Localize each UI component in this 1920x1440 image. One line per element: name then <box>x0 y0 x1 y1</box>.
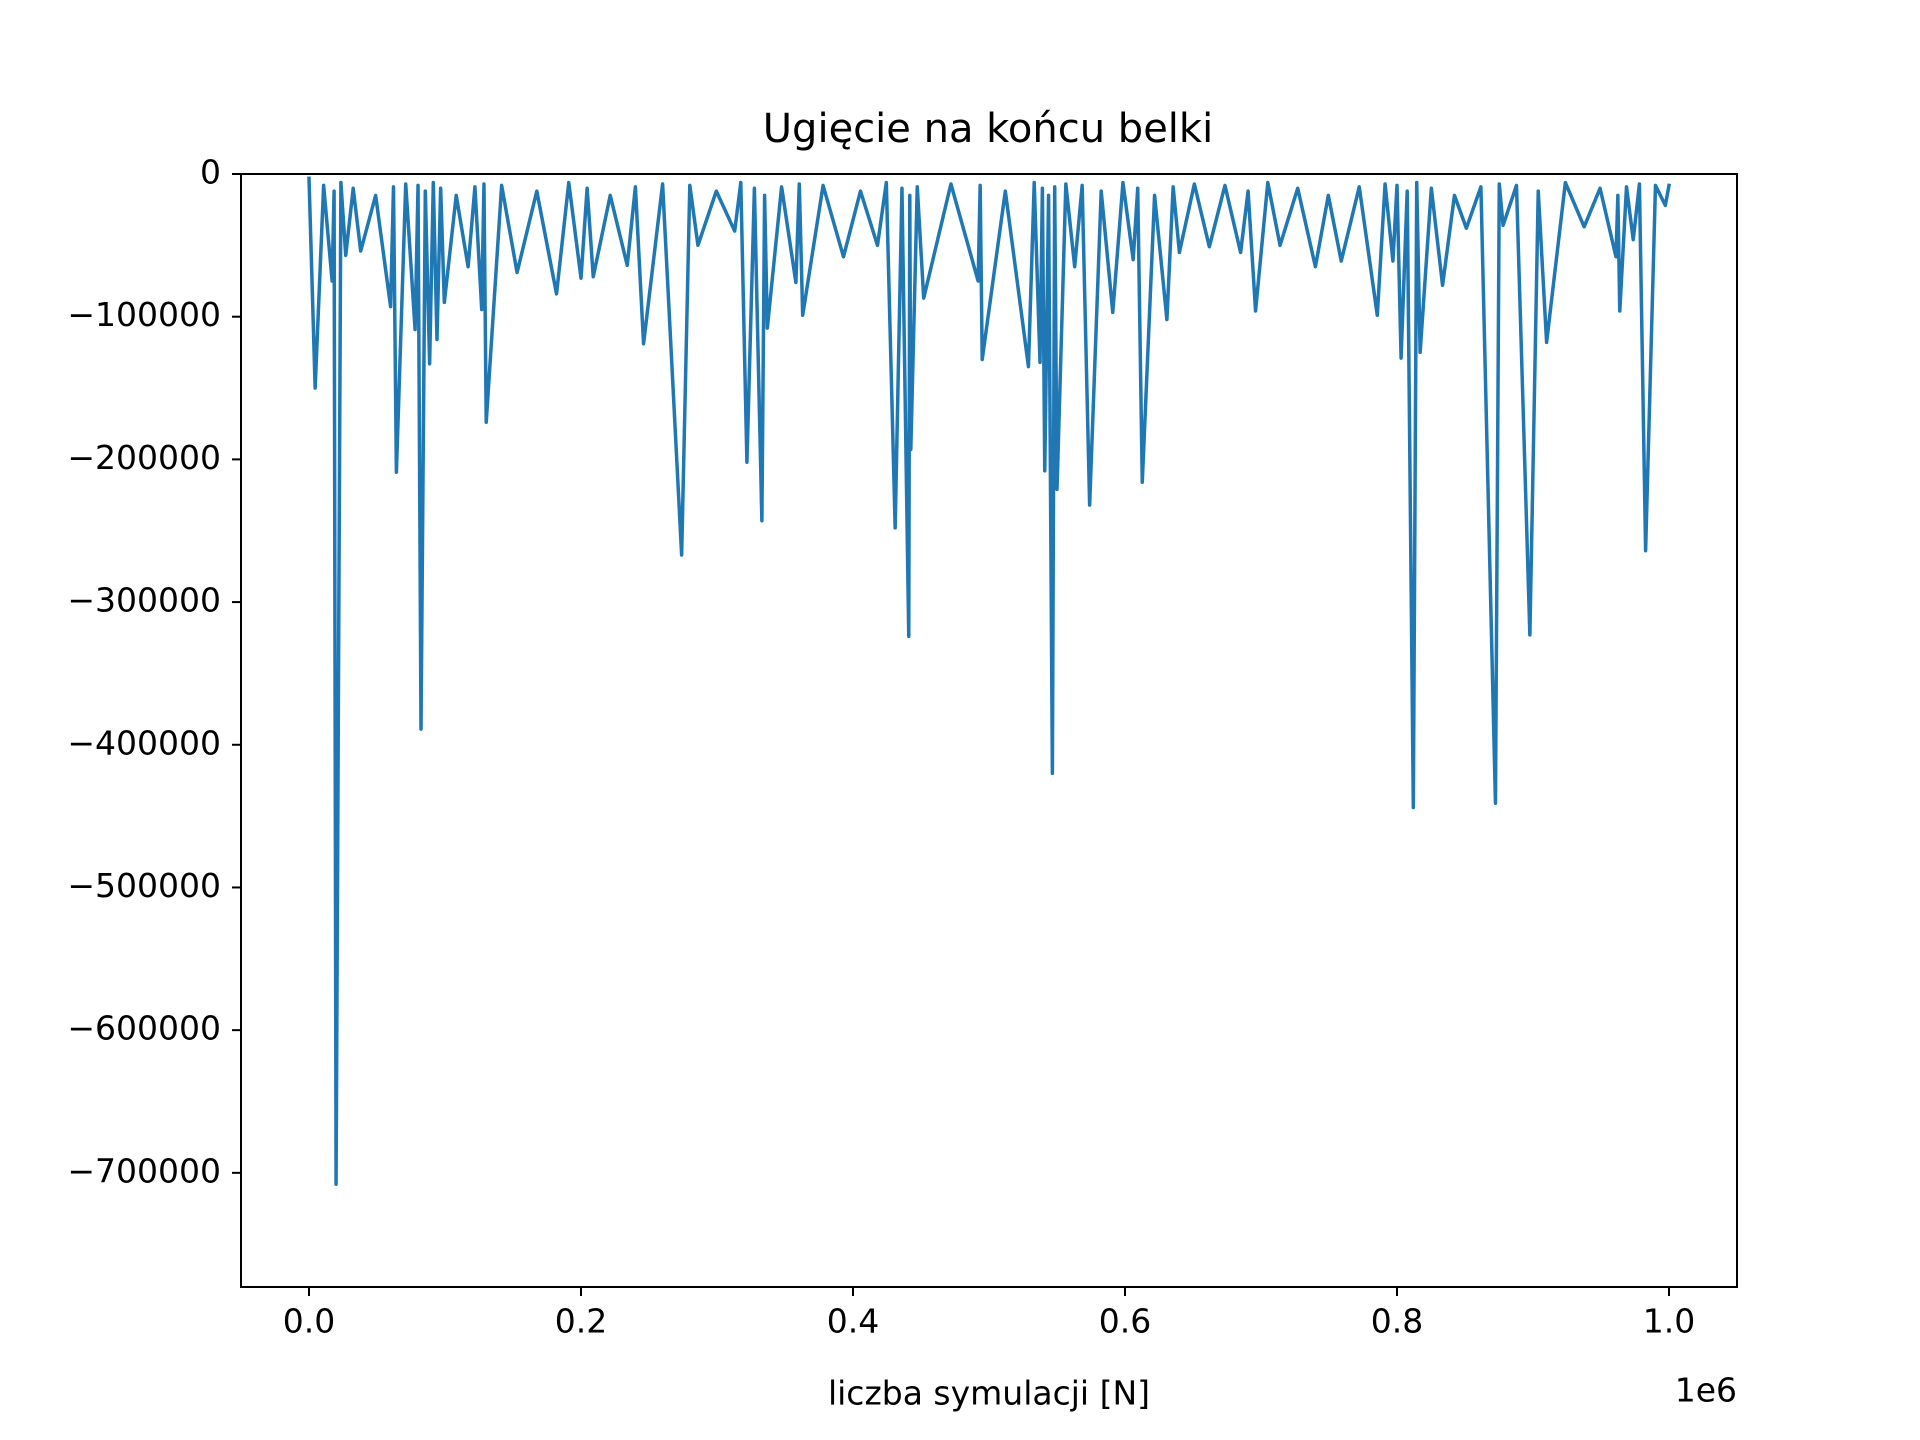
x-tick-label: 1.0 <box>1643 1302 1695 1341</box>
y-tick-label: −100000 <box>67 295 221 334</box>
x-axis-label: liczba symulacji [N] <box>828 1374 1150 1413</box>
x-tick-label: 0.0 <box>283 1302 335 1341</box>
y-tick-label: −300000 <box>67 581 221 620</box>
y-tick-label: −400000 <box>67 723 221 762</box>
data-line <box>307 176 1672 1187</box>
x-tick-label: 0.8 <box>1371 1302 1423 1341</box>
y-tick-label: −700000 <box>67 1151 221 1190</box>
y-tick-label: −200000 <box>67 438 221 477</box>
x-tick-label: 0.6 <box>1099 1302 1151 1341</box>
y-tick-label: −600000 <box>67 1009 221 1048</box>
y-tick-label: −500000 <box>67 866 221 905</box>
x-tick-label: 0.4 <box>827 1302 879 1341</box>
plot-frame <box>240 173 1738 1288</box>
chart-title: Ugięcie na końcu belki <box>763 106 1213 152</box>
x-tick-label: 0.2 <box>555 1302 607 1341</box>
y-tick-label: 0 <box>200 153 221 192</box>
x-offset-label: 1e6 <box>1675 1371 1737 1410</box>
